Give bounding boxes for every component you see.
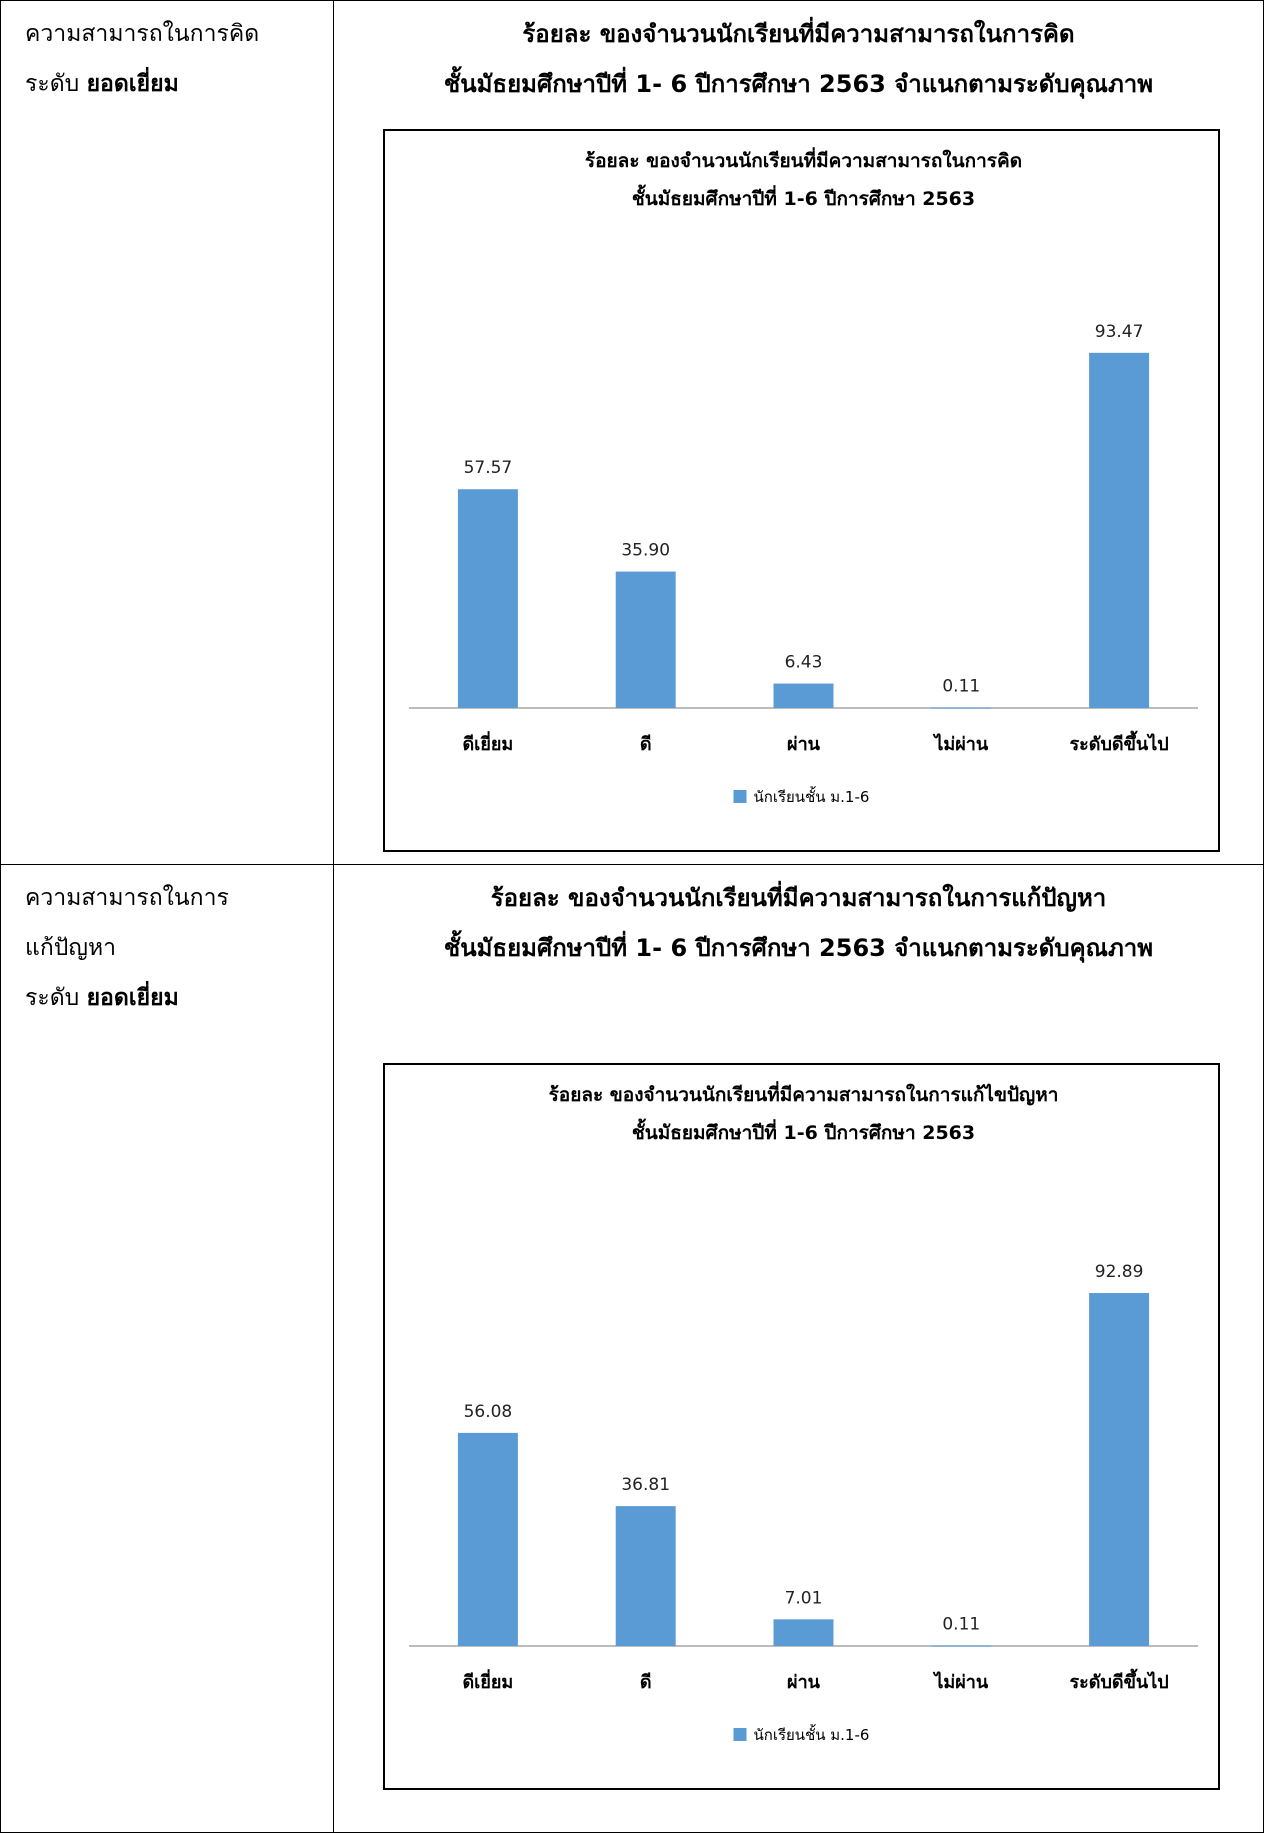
category-label: ดี bbox=[640, 1672, 652, 1693]
section-heading-line: ร้อยละ ของจำนวนนักเรียนที่มีความสามารถใน… bbox=[490, 884, 1107, 912]
legend-swatch bbox=[733, 1728, 747, 1741]
category-label: ระดับดีขึ้นไป bbox=[1069, 1668, 1168, 1693]
chart-title-line: ชั้นมัธยมศึกษาปีที่ 1-6 ปีการศึกษา 2563 bbox=[632, 1118, 975, 1144]
category-label: ดีเยี่ยม bbox=[462, 1669, 513, 1693]
category-label: ดีเยี่ยม bbox=[462, 731, 513, 755]
bar bbox=[615, 571, 676, 708]
section-heading-line: ร้อยละ ของจำนวนนักเรียนที่มีความสามารถใน… bbox=[522, 20, 1075, 48]
chart-title-line: ชั้นมัธยมศึกษาปีที่ 1-6 ปีการศึกษา 2563 bbox=[632, 184, 975, 210]
data-label: 92.89 bbox=[1095, 1262, 1144, 1282]
left-label-line: ความสามารถในการคิด bbox=[25, 21, 260, 47]
left-label-line: ระดับ ยอดเยี่ยม bbox=[25, 985, 179, 1011]
chart-title-line: ร้อยละ ของจำนวนนักเรียนที่มีความสามารถใน… bbox=[585, 147, 1022, 172]
section-heading-line: ชั้นมัธยมศึกษาปีที่ 1- 6 ปีการศึกษา 2563… bbox=[443, 934, 1154, 962]
category-label: ผ่าน bbox=[787, 1672, 821, 1693]
bar bbox=[457, 1432, 518, 1646]
chart-thinking: ร้อยละ ของจำนวนนักเรียนที่มีความสามารถใน… bbox=[383, 129, 1220, 852]
bar bbox=[931, 707, 992, 709]
left-label-line: แก้ปัญหา bbox=[25, 935, 117, 961]
data-label: 6.43 bbox=[785, 653, 823, 673]
data-label: 57.57 bbox=[464, 458, 513, 478]
left-label: ความสามารถในการคิด ระดับ ยอดเยี่ยม bbox=[25, 9, 259, 109]
legend-swatch bbox=[733, 790, 747, 803]
left-label: ความสามารถในการ แก้ปัญหา ระดับ ยอดเยี่ยม bbox=[25, 873, 229, 1023]
section-heading-line: ชั้นมัธยมศึกษาปีที่ 1- 6 ปีการศึกษา 2563… bbox=[443, 70, 1154, 98]
legend-label: นักเรียนชั้น ม.1-6 bbox=[754, 1724, 870, 1744]
section-heading: ร้อยละ ของจำนวนนักเรียนที่มีความสามารถใน… bbox=[334, 873, 1263, 973]
bar bbox=[457, 489, 518, 708]
data-label: 35.90 bbox=[621, 541, 670, 561]
data-label: 0.11 bbox=[942, 677, 980, 697]
bar bbox=[773, 683, 834, 708]
section-problem-solving: ความสามารถในการ แก้ปัญหา ระดับ ยอดเยี่ยม… bbox=[0, 864, 1264, 1833]
column-divider bbox=[333, 1, 334, 864]
data-label: 0.11 bbox=[942, 1615, 980, 1635]
column-divider bbox=[333, 865, 334, 1832]
bar bbox=[773, 1619, 834, 1646]
bar bbox=[931, 1645, 992, 1647]
category-label: ไม่ผ่าน bbox=[932, 733, 989, 755]
category-label: ระดับดีขึ้นไป bbox=[1069, 730, 1168, 755]
category-label: ดี bbox=[640, 734, 652, 755]
chart-svg: ร้อยละ ของจำนวนนักเรียนที่มีความสามารถใน… bbox=[409, 147, 1198, 806]
category-label: ไม่ผ่าน bbox=[932, 1671, 989, 1693]
data-label: 7.01 bbox=[785, 1588, 823, 1608]
left-label-line: ระดับ ยอดเยี่ยม bbox=[25, 71, 179, 97]
bar bbox=[615, 1506, 676, 1646]
legend-label: นักเรียนชั้น ม.1-6 bbox=[754, 786, 870, 806]
bar bbox=[1089, 1293, 1150, 1646]
chart-svg: ร้อยละ ของจำนวนนักเรียนที่มีความสามารถใน… bbox=[409, 1081, 1198, 1744]
bar bbox=[1089, 352, 1150, 708]
section-heading: ร้อยละ ของจำนวนนักเรียนที่มีความสามารถใน… bbox=[334, 9, 1263, 109]
data-label: 93.47 bbox=[1095, 322, 1144, 342]
chart-title-line: ร้อยละ ของจำนวนนักเรียนที่มีความสามารถใน… bbox=[549, 1081, 1059, 1106]
data-label: 36.81 bbox=[621, 1475, 670, 1495]
chart-problem-solving: ร้อยละ ของจำนวนนักเรียนที่มีความสามารถใน… bbox=[383, 1063, 1220, 1790]
left-label-line: ความสามารถในการ bbox=[25, 885, 229, 911]
category-label: ผ่าน bbox=[787, 734, 821, 755]
data-label: 56.08 bbox=[464, 1402, 513, 1422]
section-thinking: ความสามารถในการคิด ระดับ ยอดเยี่ยม ร้อยล… bbox=[0, 0, 1264, 865]
